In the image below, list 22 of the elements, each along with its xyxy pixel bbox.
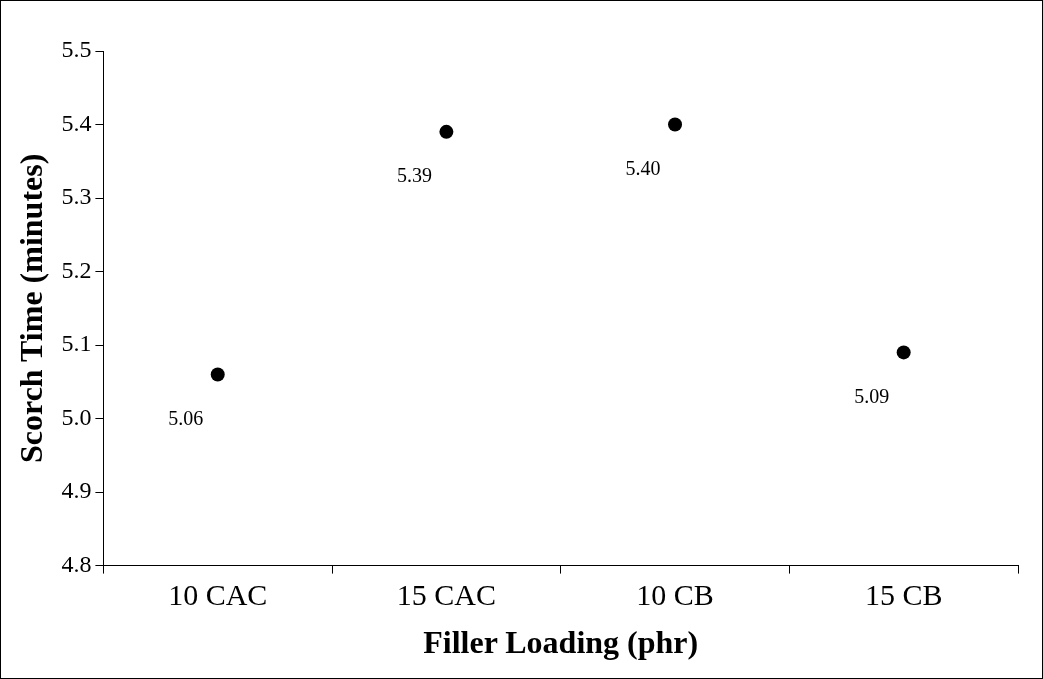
y-tick-label: 4.9 bbox=[61, 477, 92, 504]
y-axis-title: Scorch Time (minutes) bbox=[13, 153, 50, 463]
point bbox=[668, 117, 683, 132]
x-axis-title: Filler Loading (phr) bbox=[423, 624, 699, 661]
x-tick-label: 10 CAC bbox=[168, 578, 268, 612]
point bbox=[896, 345, 911, 360]
y-tick-label: 5.2 bbox=[61, 256, 92, 283]
point bbox=[210, 367, 225, 382]
x-tick-label: 15 CB bbox=[864, 578, 943, 612]
y-tick-label: 5.1 bbox=[61, 330, 92, 357]
y-tick-label: 4.8 bbox=[61, 550, 92, 577]
x-tick-label: 15 CAC bbox=[396, 578, 496, 612]
point bbox=[439, 124, 454, 139]
y-tick-label: 5.0 bbox=[61, 403, 92, 430]
y-tick-label: 5.5 bbox=[61, 36, 92, 63]
data-label: 5.40 bbox=[625, 156, 661, 179]
data-label: 5.39 bbox=[396, 164, 432, 187]
y-tick-label: 5.4 bbox=[61, 109, 92, 136]
x-tick-label: 10 CB bbox=[636, 578, 714, 612]
y-tick-label: 5.3 bbox=[61, 183, 92, 210]
data-label: 5.06 bbox=[168, 406, 204, 429]
data-label: 5.09 bbox=[854, 384, 890, 407]
